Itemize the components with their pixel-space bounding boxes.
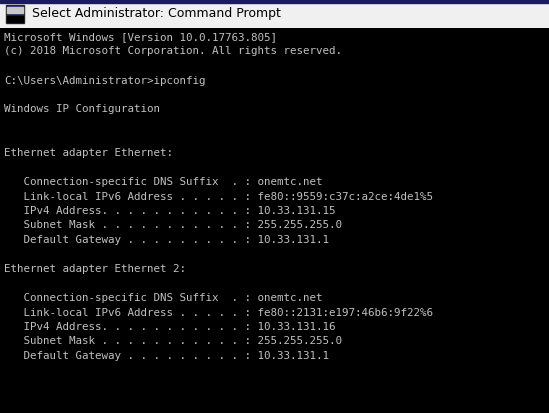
Text: Ethernet adapter Ethernet 2:: Ethernet adapter Ethernet 2: (4, 264, 186, 274)
Bar (0, 0, 549, 3)
Text: Connection-specific DNS Suffix  . : onemtc.net: Connection-specific DNS Suffix . : onemt… (4, 293, 322, 303)
Text: Connection-specific DNS Suffix  . : onemtc.net: Connection-specific DNS Suffix . : onemt… (4, 177, 322, 187)
Text: Windows IP Configuration: Windows IP Configuration (4, 104, 160, 114)
Bar (6, 5, 24, 23)
Bar (7, 16, 23, 22)
Text: Default Gateway . . . . . . . . . : 10.33.131.1: Default Gateway . . . . . . . . . : 10.3… (4, 235, 329, 245)
Text: (c) 2018 Microsoft Corporation. All rights reserved.: (c) 2018 Microsoft Corporation. All righ… (4, 47, 342, 57)
Text: Default Gateway . . . . . . . . . : 10.33.131.1: Default Gateway . . . . . . . . . : 10.3… (4, 351, 329, 361)
Text: Microsoft Windows [Version 10.0.17763.805]: Microsoft Windows [Version 10.0.17763.80… (4, 32, 277, 42)
Bar (9, 6, 21, 22)
Text: IPv4 Address. . . . . . . . . . . : 10.33.131.16: IPv4 Address. . . . . . . . . . . : 10.3… (4, 322, 335, 332)
Text: Subnet Mask . . . . . . . . . . . : 255.255.255.0: Subnet Mask . . . . . . . . . . . : 255.… (4, 337, 342, 347)
Text: Link-local IPv6 Address . . . . . : fe80::9559:c37c:a2ce:4de1%5: Link-local IPv6 Address . . . . . : fe80… (4, 192, 433, 202)
Text: Select Administrator: Command Prompt: Select Administrator: Command Prompt (32, 7, 281, 21)
Text: Link-local IPv6 Address . . . . . : fe80::2131:e197:46b6:9f22%6: Link-local IPv6 Address . . . . . : fe80… (4, 308, 433, 318)
Text: Ethernet adapter Ethernet:: Ethernet adapter Ethernet: (4, 148, 173, 158)
Bar (7, 7, 23, 13)
Text: C:\Users\Administrator>ipconfig: C:\Users\Administrator>ipconfig (4, 76, 205, 85)
Text: Subnet Mask . . . . . . . . . . . : 255.255.255.0: Subnet Mask . . . . . . . . . . . : 255.… (4, 221, 342, 230)
Text: IPv4 Address. . . . . . . . . . . : 10.33.131.15: IPv4 Address. . . . . . . . . . . : 10.3… (4, 206, 335, 216)
